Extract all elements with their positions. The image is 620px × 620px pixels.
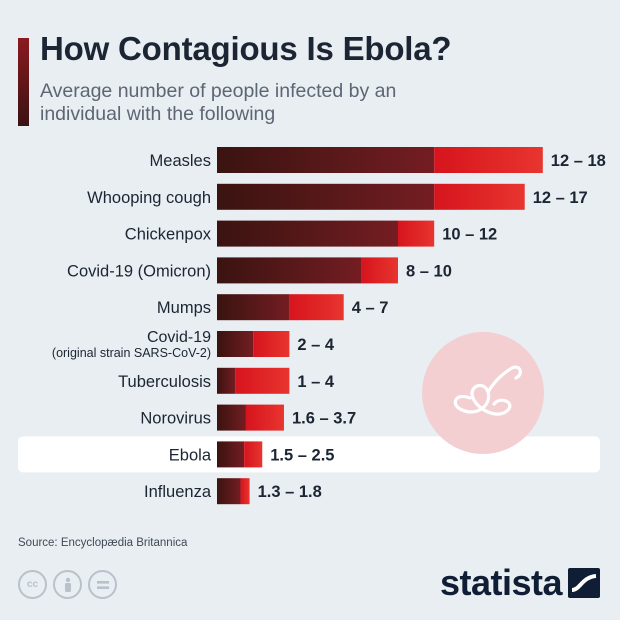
chart-subtitle: Average number of people infected by an … <box>40 80 397 125</box>
bar-low <box>217 257 362 284</box>
attribution-icon[interactable] <box>53 570 82 599</box>
bar-low <box>217 147 435 173</box>
bar-range <box>244 441 263 468</box>
bar-range <box>240 478 250 505</box>
no-derivatives-icon[interactable] <box>88 570 117 599</box>
bar-range <box>361 257 398 284</box>
brand-wordmark: statista <box>439 562 563 603</box>
bar-low <box>217 441 245 468</box>
bar-low <box>217 183 435 210</box>
category-label: Tuberculosis <box>118 373 211 391</box>
value-label: 2 – 4 <box>297 336 335 354</box>
category-label: Covid-19 (Omicron) <box>67 262 211 280</box>
category-label: Whooping cough <box>87 189 211 207</box>
chart-title: How Contagious Is Ebola? <box>40 30 452 67</box>
value-label: 12 – 17 <box>533 189 588 207</box>
category-label: Influenza <box>144 483 212 501</box>
category-label: Covid-19 (original strain SARS-CoV-2) <box>52 329 211 360</box>
license-icons: cc <box>18 570 117 599</box>
value-label: 1 – 4 <box>297 373 335 391</box>
bar-range <box>434 147 543 173</box>
value-label: 4 – 7 <box>352 299 389 317</box>
bar-low <box>217 220 398 247</box>
value-label: 1.3 – 1.8 <box>258 483 322 501</box>
bar-low <box>217 294 290 321</box>
bar-range <box>398 220 435 247</box>
value-label: 1.6 – 3.7 <box>292 410 356 428</box>
category-label: Measles <box>150 152 211 170</box>
bar-chart: Measles 12 – 18 Whooping cough 12 – 17 Chick… <box>18 147 606 505</box>
category-label: Mumps <box>157 299 211 317</box>
bar-low <box>217 404 246 431</box>
category-label: Ebola <box>169 446 212 464</box>
value-label: 10 – 12 <box>442 226 497 244</box>
cc-icon[interactable]: cc <box>18 570 47 599</box>
bar-low <box>217 331 254 357</box>
bar-range <box>253 331 290 357</box>
value-label: 12 – 18 <box>551 152 606 170</box>
bar-range <box>434 183 525 210</box>
source-note: Source: Encyclopædia Britannica <box>18 537 188 549</box>
statista-logo-icon <box>568 568 600 598</box>
bar-range <box>245 404 284 431</box>
title-accent-bar <box>18 38 29 126</box>
bar-low <box>217 478 241 505</box>
bar-range <box>235 367 290 394</box>
bar-range <box>289 294 344 321</box>
category-label: Norovirus <box>140 410 211 428</box>
value-label: 1.5 – 2.5 <box>270 446 334 464</box>
category-label: Chickenpox <box>125 226 212 244</box>
virus-icon <box>453 365 522 416</box>
virus-icon-circle <box>422 332 544 454</box>
value-label: 8 – 10 <box>406 262 452 280</box>
bar-low <box>217 367 236 394</box>
statista-logo[interactable]: statista <box>440 562 600 604</box>
